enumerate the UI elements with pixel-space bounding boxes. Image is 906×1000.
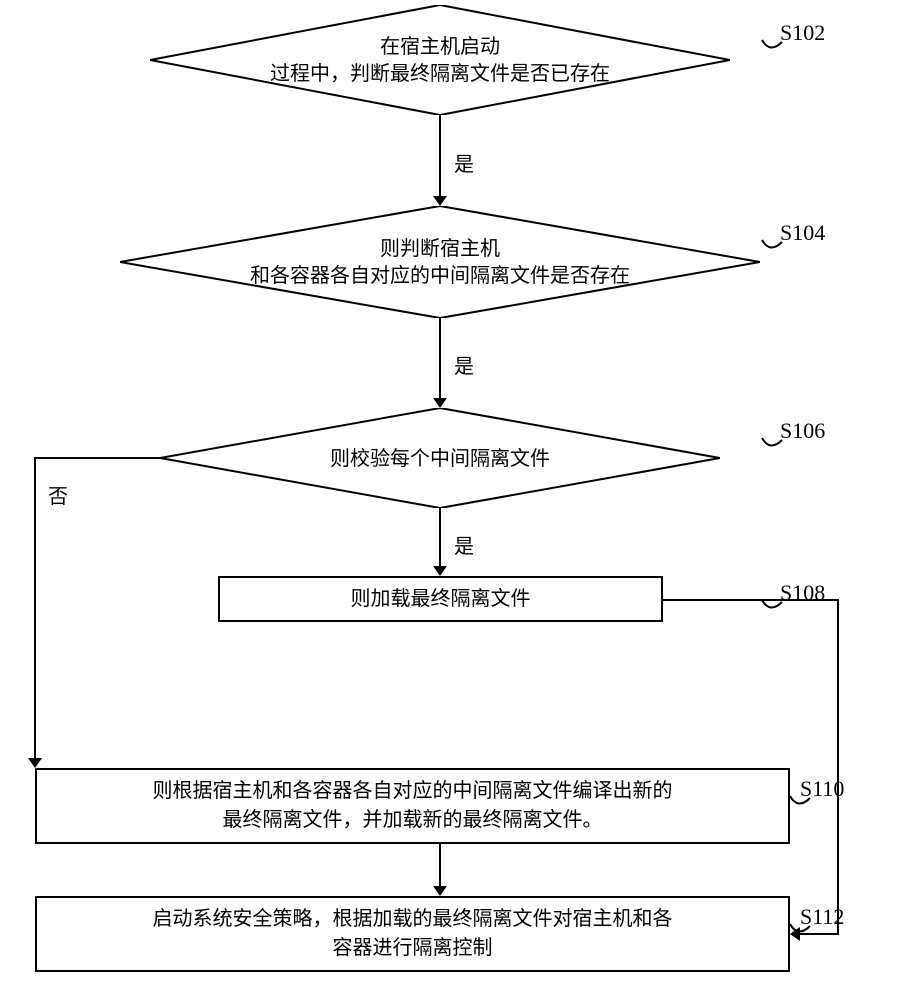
line2: 过程中，判断最终隔离文件是否已存在 (270, 63, 610, 85)
flow-edge (23, 446, 172, 780)
decision-s104: 则判断宿主机和各容器各自对应的中间隔离文件是否存在 (120, 206, 760, 318)
step-tick-icon (788, 792, 812, 810)
line2: 和各容器各自对应的中间隔离文件是否存在 (250, 265, 630, 287)
decision-text: 在宿主机启动过程中，判断最终隔离文件是否已存在 (150, 34, 730, 88)
flow-edge (428, 306, 452, 420)
process-text: 则加载最终隔离文件 (351, 585, 531, 614)
edge-label-yes1: 是 (454, 148, 474, 177)
step-label-s102: S102 (780, 20, 825, 46)
flow-edge (428, 832, 452, 908)
step-tick-icon (760, 596, 784, 614)
step-tick-icon (760, 36, 784, 54)
step-tick-icon (760, 434, 784, 452)
process-text: 启动系统安全策略，根据加载的最终隔离文件对宿主机和各 容器进行隔离控制 (153, 905, 673, 963)
decision-s102: 在宿主机启动过程中，判断最终隔离文件是否已存在 (150, 5, 730, 115)
flow-edge (428, 496, 452, 588)
step-tick-icon (788, 920, 812, 938)
flowchart-canvas: 在宿主机启动过程中，判断最终隔离文件是否已存在 S102 则判断宿主机和各容器各自对… (0, 0, 906, 1000)
flow-edge (651, 588, 850, 946)
step-label-s104: S104 (780, 220, 825, 246)
edge-label-yes2: 是 (454, 350, 474, 379)
process-text: 则根据宿主机和各容器各自对应的中间隔离文件编译出新的 最终隔离文件，并加载新的最… (153, 777, 673, 835)
line1: 在宿主机启动 (380, 36, 500, 58)
step-label-s106: S106 (780, 418, 825, 444)
edge-label-no: 否 (48, 480, 68, 509)
decision-text: 则校验每个中间隔离文件 (160, 446, 720, 473)
decision-text: 则判断宿主机和各容器各自对应的中间隔离文件是否存在 (120, 236, 760, 290)
step-tick-icon (760, 236, 784, 254)
flow-edge (428, 103, 452, 218)
decision-s106: 则校验每个中间隔离文件 (160, 408, 720, 508)
line1: 则校验每个中间隔离文件 (330, 448, 550, 470)
line1: 则判断宿主机 (380, 238, 500, 260)
edge-label-yes3: 是 (454, 530, 474, 559)
